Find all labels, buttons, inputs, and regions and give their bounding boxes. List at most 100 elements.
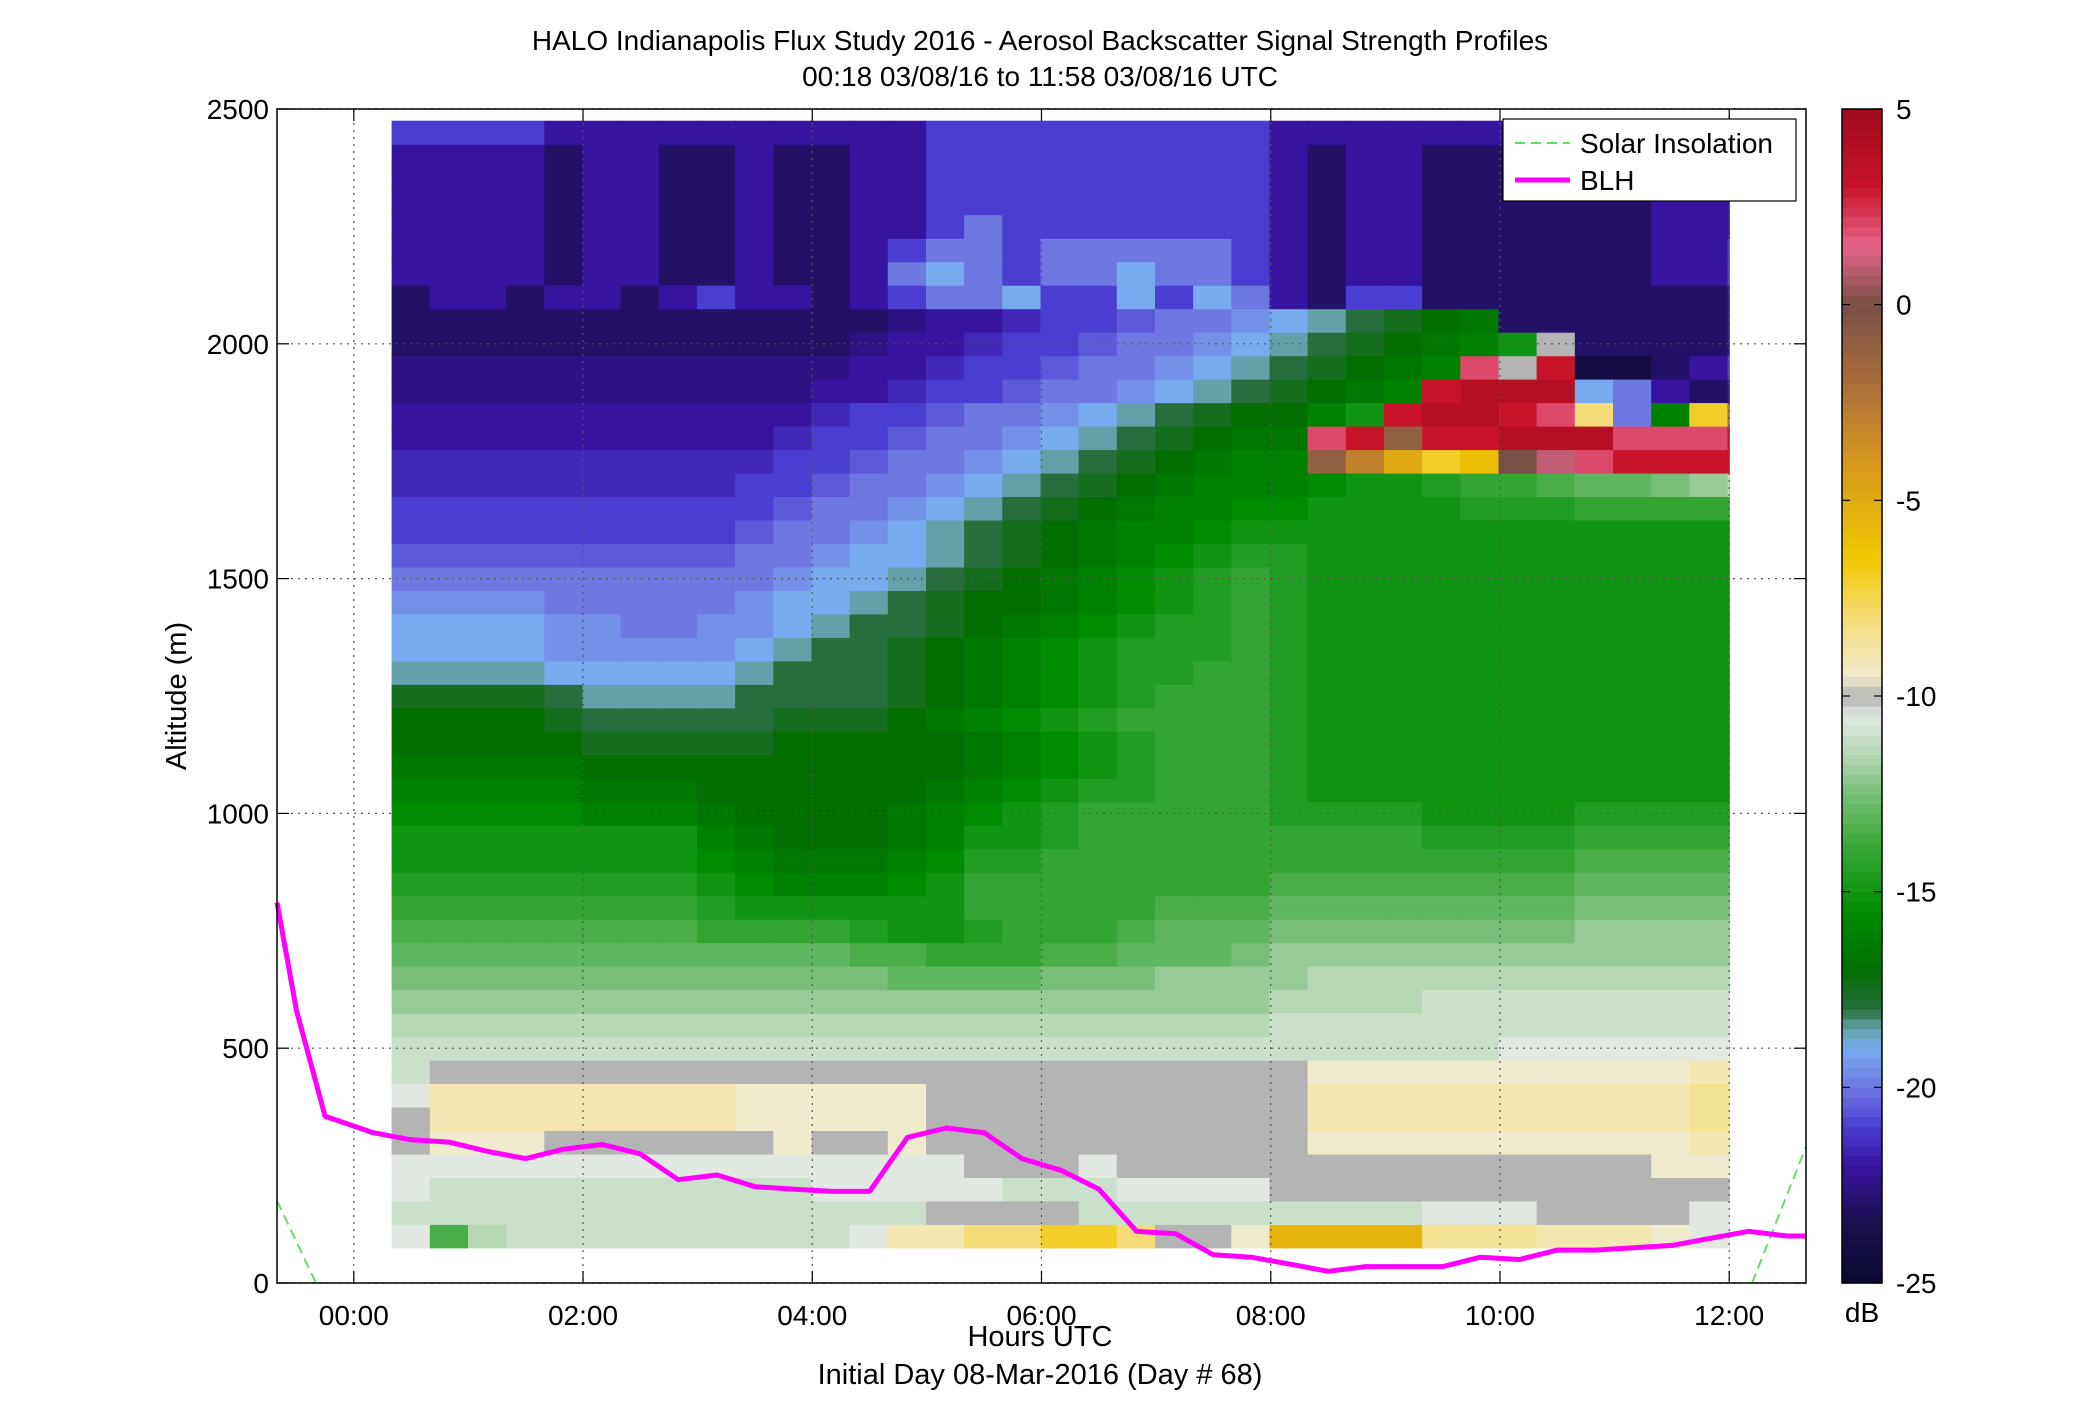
heatmap-cell	[1498, 707, 1538, 732]
heatmap-cell	[1384, 684, 1423, 709]
heatmap-cell	[1193, 285, 1232, 310]
heatmap-cell	[1231, 872, 1271, 897]
heatmap-cell	[506, 426, 545, 451]
heatmap-cell	[811, 1106, 851, 1131]
heatmap-cell	[506, 778, 545, 803]
heatmap-cell	[1116, 637, 1156, 662]
heatmap-cell	[697, 919, 736, 944]
colorbar-stripe	[1842, 881, 1882, 893]
heatmap-cell	[1384, 1059, 1423, 1084]
heatmap-cell	[849, 285, 889, 310]
heatmap-cell	[926, 1153, 965, 1178]
heatmap-cell	[887, 426, 927, 451]
colorbar-stripe	[1842, 1175, 1882, 1186]
heatmap-cell	[1269, 1130, 1309, 1155]
heatmap-cell	[1536, 496, 1576, 521]
heatmap-cell	[1078, 472, 1118, 497]
heatmap-cell	[1155, 707, 1194, 732]
heatmap-cell	[544, 1153, 584, 1178]
heatmap-cell	[506, 731, 545, 756]
heatmap-cell	[735, 402, 774, 427]
heatmap-cell	[1269, 1177, 1309, 1202]
heatmap-cell	[391, 1153, 431, 1178]
heatmap-cell	[1384, 1013, 1423, 1038]
heatmap-cell	[620, 449, 660, 474]
heatmap-cell	[1040, 191, 1080, 216]
heatmap-cell	[1498, 355, 1538, 380]
heatmap-cell	[1689, 285, 1729, 310]
heatmap-cell	[1193, 848, 1232, 873]
heatmap-cell	[1536, 942, 1576, 967]
heatmap-cell	[582, 261, 622, 286]
heatmap-cell	[506, 872, 545, 897]
heatmap-cell	[544, 1013, 584, 1038]
heatmap-cell	[1193, 707, 1232, 732]
heatmap-cell	[1040, 966, 1080, 991]
heatmap-cell	[926, 261, 965, 286]
heatmap-cell	[620, 1200, 660, 1225]
heatmap-cell	[1422, 989, 1461, 1014]
heatmap-cell	[887, 825, 927, 850]
heatmap-cell	[1231, 1153, 1271, 1178]
heatmap-cell	[1422, 543, 1461, 568]
colorbar-stripe	[1842, 373, 1882, 384]
heatmap-cell	[1422, 1059, 1461, 1084]
heatmap-cell	[1040, 355, 1080, 380]
heatmap-cell	[1498, 1224, 1538, 1249]
heatmap-cell	[773, 214, 813, 239]
heatmap-cell	[926, 144, 965, 169]
heatmap-cell	[1689, 1177, 1729, 1202]
heatmap-cell	[1345, 472, 1385, 497]
heatmap-cell	[1269, 590, 1309, 615]
heatmap-cell	[620, 825, 660, 850]
heatmap-cell	[1460, 144, 1500, 169]
heatmap-cell	[1345, 1200, 1385, 1225]
heatmap-cell	[887, 1224, 927, 1249]
heatmap-cell	[697, 942, 736, 967]
heatmap-cell	[773, 731, 813, 756]
heatmap-cell	[1498, 848, 1538, 873]
heatmap-cell	[468, 731, 507, 756]
heatmap-cell	[1040, 1036, 1080, 1061]
heatmap-cell	[735, 966, 774, 991]
heatmap-cell	[1422, 261, 1461, 286]
heatmap-cell	[1155, 543, 1194, 568]
heatmap-cell	[506, 989, 545, 1014]
heatmap-cell	[697, 590, 736, 615]
heatmap-cell	[1193, 426, 1232, 451]
colorbar-stripe	[1842, 539, 1882, 550]
heatmap-cell	[1460, 778, 1500, 803]
heatmap-cell	[1116, 778, 1156, 803]
heatmap-cell	[926, 379, 965, 404]
heatmap-cell	[964, 872, 1003, 897]
heatmap-cell	[1498, 825, 1538, 850]
heatmap-cell	[1460, 285, 1500, 310]
colorbar-stripe	[1842, 1058, 1882, 1069]
heatmap-cell	[1002, 120, 1042, 145]
x-tick-label: 04:00	[777, 1300, 847, 1331]
colorbar-stripe	[1842, 500, 1882, 511]
heatmap-cell	[1384, 332, 1423, 357]
heatmap-cell	[811, 308, 851, 333]
heatmap-cell	[1307, 144, 1347, 169]
heatmap-cell	[391, 191, 431, 216]
heatmap-cell	[620, 989, 660, 1014]
heatmap-cell	[582, 660, 622, 685]
heatmap-cell	[1498, 261, 1538, 286]
heatmap-cell	[1498, 1130, 1538, 1155]
heatmap-cell	[773, 660, 813, 685]
heatmap-cell	[1651, 214, 1690, 239]
heatmap-cell	[1651, 426, 1690, 451]
heatmap-cell	[735, 167, 774, 192]
x-tick-label: 06:00	[1006, 1300, 1076, 1331]
heatmap-cell	[1460, 449, 1500, 474]
heatmap-cell	[1422, 919, 1461, 944]
heatmap-cell	[1574, 519, 1614, 544]
heatmap-cell	[811, 1130, 851, 1155]
heatmap-cell	[1536, 778, 1576, 803]
colorbar-stripe	[1842, 950, 1882, 961]
heatmap-cell	[1613, 566, 1652, 591]
heatmap-cell	[1231, 1106, 1271, 1131]
heatmap-cell	[1689, 942, 1729, 967]
heatmap-cell	[1460, 332, 1500, 357]
